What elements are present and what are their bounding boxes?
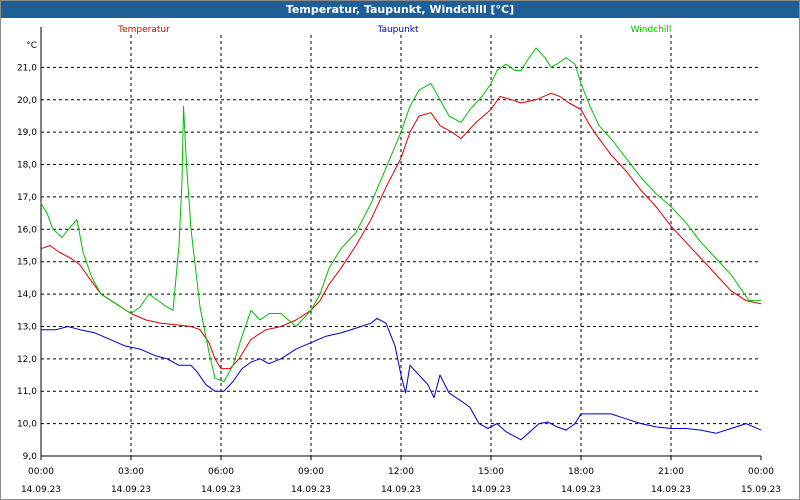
x-tick-time: 00:00 — [748, 467, 774, 477]
x-tick-time: 00:00 — [28, 467, 54, 477]
window-title: Temperatur, Taupunkt, Windchill [°C] — [1, 1, 799, 18]
y-tick-label: 17,0 — [17, 193, 37, 203]
x-tick-time: 12:00 — [388, 467, 414, 477]
x-tick-date: 14.09.23 — [291, 485, 331, 495]
y-tick-label: 18,0 — [17, 161, 37, 171]
series-line-windchill — [40, 47, 761, 382]
axes: 9,0 10,0 11,0 12,0 13,0 14,0 15,0 16,0 17,0 18,0 1… — [17, 27, 781, 495]
y-tick-label: 11,0 — [17, 387, 37, 397]
y-tick-label: 14,0 — [17, 290, 37, 300]
x-tick-time: 06:00 — [208, 467, 234, 477]
x-tick-time: 18:00 — [568, 467, 594, 477]
x-tick-date: 14.09.23 — [201, 485, 241, 495]
y-tick-label: 21,0 — [17, 63, 37, 73]
x-tick-date: 14.09.23 — [21, 485, 61, 495]
x-tick-date: 15.09.23 — [741, 485, 781, 495]
y-tick-label: 10,0 — [17, 420, 37, 430]
x-tick-time: 09:00 — [298, 467, 324, 477]
y-tick-label: 20,0 — [17, 96, 37, 106]
x-tick-date: 14.09.23 — [381, 485, 421, 495]
line-chart: 9,0 10,0 11,0 12,0 13,0 14,0 15,0 16,0 17,0 18,0 1… — [17, 25, 781, 495]
x-tick-time: 03:00 — [118, 467, 144, 477]
y-tick-label: 13,0 — [17, 322, 37, 332]
y-tick-label: 19,0 — [17, 128, 37, 138]
y-tick-label: 16,0 — [17, 225, 37, 235]
y-tick-label: 15,0 — [17, 258, 37, 268]
y-tick-label: 9,0 — [23, 452, 38, 462]
series-line-temperatur — [40, 92, 762, 370]
x-tick-time: 21:00 — [658, 467, 684, 477]
x-tick-time: 15:00 — [478, 467, 504, 477]
legend-item-taupunkt: Taupunkt — [376, 25, 419, 35]
series-line-taupunkt — [41, 317, 762, 441]
y-tick-label: 12,0 — [17, 355, 37, 365]
x-tick-date: 14.09.23 — [561, 485, 601, 495]
x-tick-date: 14.09.23 — [111, 485, 151, 495]
legend-item-windchill: Windchill — [631, 25, 672, 35]
y-axis-unit-label: °C — [26, 41, 37, 51]
grid — [41, 35, 761, 457]
x-tick-date: 14.09.23 — [651, 485, 691, 495]
legend: Temperatur Taupunkt Windchill — [117, 25, 671, 35]
series-lines — [40, 47, 762, 441]
legend-item-temperatur: Temperatur — [117, 25, 170, 35]
x-tick-date: 14.09.23 — [471, 485, 511, 495]
